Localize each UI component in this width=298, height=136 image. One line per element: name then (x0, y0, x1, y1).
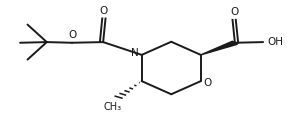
Polygon shape (201, 41, 238, 55)
Text: OH: OH (267, 37, 283, 47)
Text: O: O (204, 78, 212, 88)
Text: O: O (68, 30, 76, 40)
Text: CH₃: CH₃ (104, 102, 122, 112)
Text: N: N (131, 48, 139, 58)
Text: O: O (231, 7, 239, 17)
Text: O: O (99, 6, 107, 16)
